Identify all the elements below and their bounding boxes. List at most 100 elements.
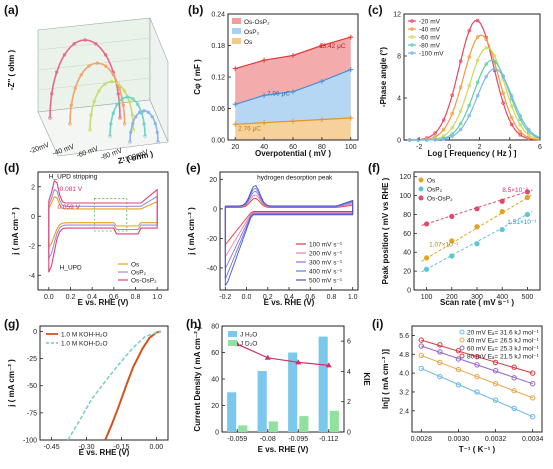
phase-point bbox=[467, 55, 471, 59]
arrhenius-point bbox=[530, 413, 536, 420]
nyquist-point bbox=[116, 92, 120, 96]
nyquist-point bbox=[143, 134, 147, 138]
x-axis-label: Overpotential ( mV ) bbox=[255, 149, 331, 158]
capacitance-point bbox=[261, 120, 267, 126]
y-tick-label: 0 bbox=[31, 214, 35, 221]
annotation: 0.081 V bbox=[60, 186, 83, 193]
x-tick-label: 0.8 bbox=[327, 294, 337, 301]
fit-line bbox=[421, 367, 533, 418]
legend-label: OsP₂ bbox=[244, 29, 260, 36]
phase-point bbox=[484, 74, 488, 79]
legend-swatch bbox=[232, 18, 241, 24]
y-tick-label: 80 bbox=[211, 324, 219, 331]
nyquist-point bbox=[48, 116, 52, 120]
legend-label: 80 mV Eₐ= 21.5 kJ mol⁻¹ bbox=[467, 354, 540, 361]
nyquist-point bbox=[150, 115, 154, 119]
x-tick-label: -0.30 bbox=[79, 444, 95, 451]
nyquist-point bbox=[50, 92, 54, 96]
annotation: 7.96 μC bbox=[267, 90, 290, 97]
phase-point bbox=[526, 127, 531, 132]
y-tick-label: -50 bbox=[27, 383, 37, 390]
x-tick-label: -2 bbox=[416, 144, 422, 151]
phase-point bbox=[475, 58, 480, 63]
nyquist-point bbox=[128, 140, 132, 144]
nyquist-point bbox=[131, 97, 135, 101]
panel-label: (a) bbox=[4, 3, 19, 17]
nyquist-point bbox=[111, 73, 115, 77]
x-axis-label: E vs. RHE (V) bbox=[258, 445, 309, 454]
y-tick-label: 0.00 bbox=[211, 138, 225, 145]
grid-line bbox=[37, 37, 151, 51]
kie-point bbox=[325, 362, 332, 368]
kie-point bbox=[264, 354, 271, 360]
y-tick-label: 0 bbox=[33, 329, 37, 336]
cv-curve bbox=[48, 180, 158, 273]
arrhenius-point bbox=[511, 388, 517, 394]
panel-label: (f) bbox=[368, 161, 380, 175]
capacitance-point bbox=[232, 66, 238, 72]
legend-marker bbox=[410, 19, 414, 23]
peak-point bbox=[474, 206, 480, 212]
nyquist-arc bbox=[129, 109, 159, 143]
x-tick-label: 0.6 bbox=[305, 294, 315, 301]
panel-h: (h) -0.059 -0.08 -0.095 -0.112 0 20 40 60 80 0 2 4 6 E… bbox=[186, 317, 371, 454]
fit-line bbox=[421, 339, 533, 374]
kie-line bbox=[237, 343, 329, 366]
legend-label: OsP₂ bbox=[427, 187, 443, 194]
y-tick-label: 120 bbox=[399, 174, 411, 181]
capacitance-point bbox=[348, 67, 354, 73]
y-tick-label: 40 bbox=[403, 250, 411, 257]
legend-marker bbox=[418, 186, 424, 192]
legend-label: J D₂O bbox=[240, 341, 257, 348]
peak-point bbox=[499, 209, 505, 215]
arrhenius-point bbox=[455, 348, 462, 354]
legend-label: 40 mV Eₐ= 26.5 kJ mol⁻¹ bbox=[467, 338, 540, 345]
legend-swatch bbox=[228, 340, 237, 346]
bar-d2o bbox=[329, 410, 339, 432]
legend-marker bbox=[459, 329, 465, 335]
y2-tick-label: 0 bbox=[347, 430, 351, 437]
arrhenius-point bbox=[530, 395, 536, 401]
legend-marker bbox=[410, 35, 414, 39]
nyquist-point bbox=[97, 89, 101, 93]
x-tick-label: 1.0 bbox=[152, 294, 162, 301]
panel-label: (g) bbox=[4, 317, 19, 331]
nyquist-point bbox=[127, 99, 131, 104]
annotation: 1.51×10⁻¹ bbox=[507, 219, 537, 226]
peak-point bbox=[449, 238, 455, 244]
annotation: H_UPD bbox=[60, 264, 82, 271]
y-tick-label: 0.12 bbox=[211, 75, 225, 82]
nyquist-point bbox=[136, 102, 140, 107]
legend-marker bbox=[418, 195, 424, 201]
legend-marker bbox=[410, 43, 414, 47]
phase-point bbox=[458, 85, 463, 90]
plot-frame bbox=[403, 13, 541, 141]
nyquist-point bbox=[88, 128, 92, 132]
x-tick-label: -0.15 bbox=[113, 444, 129, 451]
nyquist-point bbox=[92, 99, 96, 104]
phase-point bbox=[441, 127, 446, 132]
y-axis-label: Peak position ( mV vs RHE ) bbox=[381, 177, 390, 284]
kie-point bbox=[295, 359, 302, 365]
phase-point bbox=[458, 109, 463, 113]
annotation: 1.07×10⁻¹ bbox=[429, 242, 459, 249]
phase-point bbox=[492, 66, 497, 71]
panel-i: (i) 0.0028 0.0030 0.0032 0.0034 2.4 3.2 4.0 4.8 5… bbox=[372, 317, 544, 454]
y-tick-label: 4.8 bbox=[399, 352, 409, 359]
y-axis-label: -Phase angle (°) bbox=[379, 47, 388, 107]
phase-point bbox=[509, 122, 514, 127]
x-tick-label: 6 bbox=[538, 144, 542, 151]
bar-h2o bbox=[257, 371, 267, 432]
x-tick-label: 0.0028 bbox=[411, 436, 433, 443]
y-tick-label: 4 bbox=[397, 96, 401, 103]
nyquist-point bbox=[108, 134, 112, 138]
legend-label: Os-OsP₂ bbox=[244, 19, 270, 26]
y-axis-label: j ( mA cm⁻² ) bbox=[187, 207, 196, 256]
nyquist-point bbox=[69, 103, 73, 107]
x-axis-label: E vs. RHE (V) bbox=[264, 298, 315, 307]
bar-h2o bbox=[227, 392, 237, 432]
phase-point bbox=[467, 103, 471, 108]
phase-point bbox=[458, 127, 463, 132]
y-tick-label: 0 bbox=[407, 288, 411, 295]
y-tick-label: 100 bbox=[399, 193, 411, 200]
